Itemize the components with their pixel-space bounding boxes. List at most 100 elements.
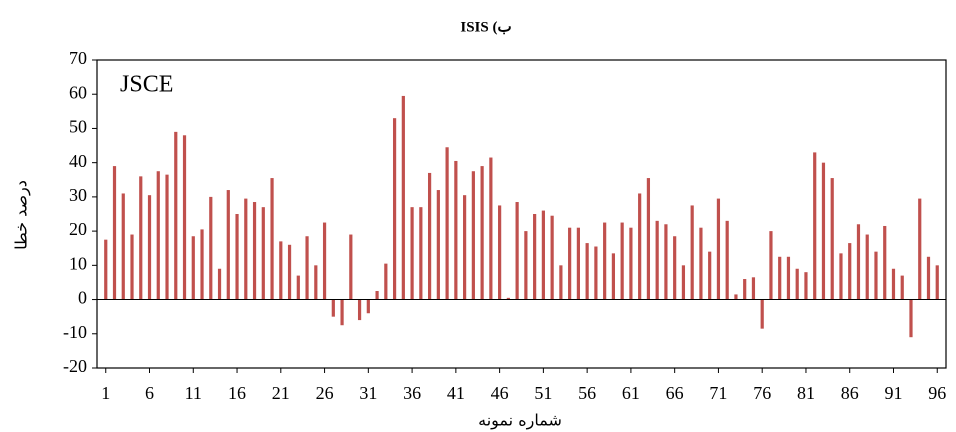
x-tick-label: 16 (228, 383, 246, 403)
x-tick-label: 1 (101, 383, 110, 403)
x-tick-label: 11 (185, 383, 202, 403)
bar (734, 294, 738, 300)
bar (384, 263, 388, 300)
x-tick-label: 96 (928, 383, 946, 403)
x-tick-label: 6 (145, 383, 154, 403)
bar (550, 215, 554, 300)
bar (357, 299, 362, 321)
bar (760, 299, 764, 329)
x-tick-label: 66 (666, 383, 684, 403)
bar (716, 198, 721, 300)
bar (638, 193, 642, 300)
x-tick-label: 71 (709, 383, 727, 403)
bar (594, 246, 598, 300)
y-tick-label: 10 (69, 253, 87, 273)
y-tick-label: 60 (69, 82, 87, 102)
bar (506, 297, 510, 300)
bar (165, 174, 169, 300)
x-tick-label: 26 (316, 383, 334, 403)
bar (349, 234, 353, 300)
bar (182, 135, 187, 300)
bar (480, 166, 484, 300)
bar (419, 207, 423, 300)
x-tick-label: 41 (447, 383, 465, 403)
bar (830, 178, 834, 300)
bar (454, 160, 458, 300)
plot-frame (96, 59, 947, 369)
bar (375, 291, 379, 300)
annotation: JSCE (120, 72, 173, 98)
bar (261, 207, 265, 300)
bar (436, 190, 440, 300)
x-tick-label: 21 (272, 383, 290, 403)
bar (104, 239, 108, 300)
bar (821, 162, 826, 300)
bar (463, 195, 467, 300)
bar (541, 210, 545, 300)
bar (139, 176, 143, 300)
bar (191, 236, 195, 300)
bar (769, 231, 773, 300)
x-tick-label: 76 (753, 383, 771, 403)
bar (392, 118, 397, 300)
bar (900, 275, 904, 300)
bar (112, 166, 117, 300)
x-tick-label: 81 (797, 383, 815, 403)
bar (603, 222, 607, 300)
bar (174, 131, 178, 300)
bar (515, 202, 519, 300)
bar (690, 205, 694, 300)
x-tick-label: 56 (578, 383, 596, 403)
x-tick-label: 91 (884, 383, 902, 403)
bar (699, 227, 703, 300)
bar (217, 268, 222, 300)
bar (848, 243, 852, 300)
x-tick-label: 36 (403, 383, 421, 403)
x-tick-label: 61 (622, 383, 640, 403)
bar (401, 95, 405, 300)
bar (445, 147, 449, 300)
bar (244, 198, 248, 300)
bar (147, 195, 152, 300)
bar (813, 152, 817, 300)
bar (314, 265, 318, 300)
y-tick-label: 50 (69, 117, 87, 137)
bar (883, 225, 887, 300)
bar (646, 178, 651, 300)
bar (743, 279, 747, 300)
bar (874, 251, 878, 300)
bar (498, 205, 502, 300)
y-tick-label: 70 (69, 48, 87, 68)
y-tick-label: -20 (63, 356, 87, 376)
bar (611, 253, 616, 300)
y-tick-label: -10 (63, 322, 87, 342)
bar (891, 268, 896, 300)
x-tick-label: 51 (534, 383, 552, 403)
bar (296, 275, 300, 300)
bar (331, 299, 335, 317)
bar (839, 253, 843, 300)
bar (856, 224, 861, 300)
bar (751, 277, 756, 300)
x-axis-label: شماره نمونه (478, 411, 562, 431)
bar (865, 234, 869, 300)
bar (568, 227, 572, 300)
bar (909, 299, 913, 338)
bar (235, 214, 239, 300)
x-tick-label: 31 (359, 383, 377, 403)
bar (287, 244, 292, 300)
x-tick-label: 46 (491, 383, 509, 403)
bar (935, 265, 939, 300)
bar (533, 214, 537, 300)
bar (366, 299, 370, 314)
bar (620, 222, 624, 300)
bar (524, 231, 528, 300)
bar (279, 241, 283, 300)
bar (681, 265, 686, 300)
bar (200, 229, 204, 300)
y-tick-label: 40 (69, 151, 87, 171)
y-axis-label: درصد خطا (12, 180, 32, 250)
bar (926, 256, 931, 300)
bar (322, 222, 327, 300)
